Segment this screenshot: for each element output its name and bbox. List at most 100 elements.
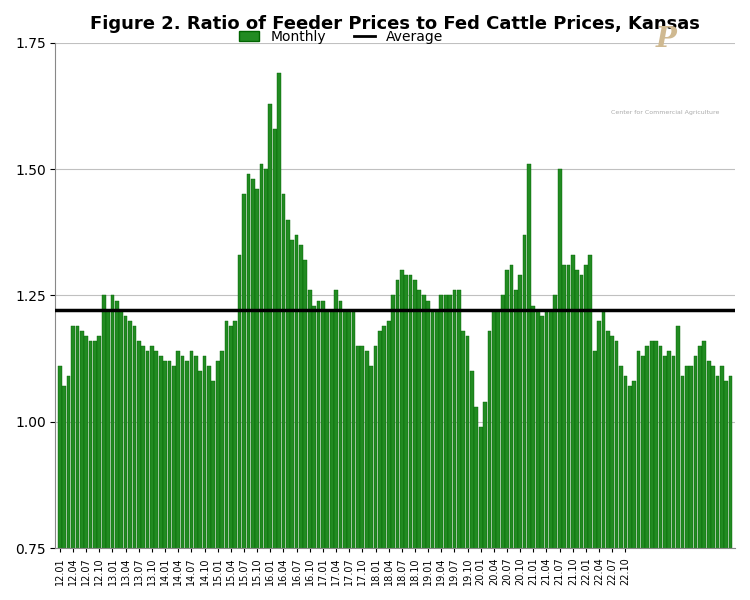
Bar <box>343 311 346 600</box>
Bar <box>623 376 627 600</box>
Bar <box>615 341 619 600</box>
Bar <box>496 311 500 600</box>
Bar <box>251 179 254 600</box>
Text: P: P <box>656 26 676 53</box>
Bar <box>558 169 562 600</box>
Bar <box>255 190 259 600</box>
Bar <box>580 275 584 600</box>
Bar <box>597 321 601 600</box>
Bar <box>602 311 605 600</box>
Bar <box>356 346 360 600</box>
Bar <box>233 321 237 600</box>
Bar <box>452 290 456 600</box>
Bar <box>492 311 496 600</box>
Bar <box>461 331 465 600</box>
Bar <box>478 427 482 600</box>
Bar <box>352 311 356 600</box>
Bar <box>711 366 715 600</box>
Bar <box>93 341 97 600</box>
Text: Center for Commercial Agriculture: Center for Commercial Agriculture <box>611 110 720 115</box>
Legend: Monthly, Average: Monthly, Average <box>233 25 448 50</box>
Bar <box>554 295 557 600</box>
Bar <box>685 366 688 600</box>
Bar <box>610 336 614 600</box>
Bar <box>62 386 66 600</box>
Bar <box>273 129 277 600</box>
Bar <box>729 376 733 600</box>
Bar <box>264 169 268 600</box>
Bar <box>592 351 596 600</box>
Bar <box>224 321 228 600</box>
Bar <box>475 407 478 600</box>
Bar <box>247 174 250 600</box>
Bar <box>698 346 702 600</box>
Bar <box>654 341 658 600</box>
Bar <box>532 305 536 600</box>
Bar <box>514 290 517 600</box>
Bar <box>290 240 294 600</box>
Bar <box>207 366 211 600</box>
Bar <box>202 356 206 600</box>
Bar <box>658 346 662 600</box>
Bar <box>71 326 75 600</box>
Bar <box>470 371 474 600</box>
Bar <box>167 361 171 600</box>
Bar <box>663 356 667 600</box>
Bar <box>466 336 470 600</box>
Bar <box>260 164 263 600</box>
Bar <box>435 311 439 600</box>
Bar <box>299 245 303 600</box>
Bar <box>229 326 232 600</box>
Bar <box>220 351 224 600</box>
Bar <box>589 255 592 600</box>
Bar <box>172 366 176 600</box>
Bar <box>361 346 364 600</box>
Bar <box>575 270 579 600</box>
Bar <box>483 401 487 600</box>
Bar <box>566 265 570 600</box>
Bar <box>606 331 610 600</box>
Bar <box>506 270 509 600</box>
Bar <box>418 290 422 600</box>
Bar <box>706 361 710 600</box>
Bar <box>281 194 285 600</box>
Bar <box>501 295 505 600</box>
Bar <box>128 321 132 600</box>
Bar <box>216 361 220 600</box>
Bar <box>378 331 382 600</box>
Bar <box>527 164 531 600</box>
Bar <box>724 382 728 600</box>
Bar <box>672 356 676 600</box>
Bar <box>176 351 180 600</box>
Bar <box>159 356 163 600</box>
Bar <box>448 295 452 600</box>
Bar <box>137 341 141 600</box>
Bar <box>194 356 198 600</box>
Bar <box>326 311 329 600</box>
Bar <box>304 260 307 600</box>
Bar <box>632 382 636 600</box>
Bar <box>102 295 106 600</box>
Text: PURDUE: PURDUE <box>637 64 694 77</box>
Bar <box>242 194 246 600</box>
Bar <box>382 326 386 600</box>
Bar <box>190 351 194 600</box>
Bar <box>680 376 684 600</box>
Bar <box>88 341 92 600</box>
Bar <box>689 366 693 600</box>
Bar <box>238 255 242 600</box>
Bar <box>181 356 184 600</box>
Bar <box>347 311 351 600</box>
Bar <box>98 336 101 600</box>
Bar <box>549 311 553 600</box>
Bar <box>365 351 368 600</box>
Bar <box>154 351 158 600</box>
Bar <box>650 341 653 600</box>
Bar <box>571 255 574 600</box>
Bar <box>720 366 724 600</box>
Bar <box>392 295 395 600</box>
Bar <box>562 265 566 600</box>
Bar <box>646 346 650 600</box>
Bar <box>387 321 391 600</box>
Bar <box>426 301 430 600</box>
